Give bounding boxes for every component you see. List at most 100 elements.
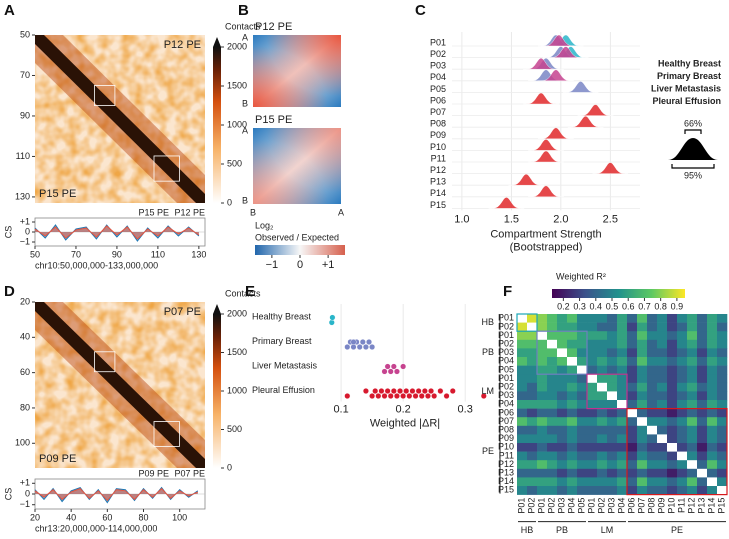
point bbox=[381, 368, 388, 375]
cell bbox=[697, 417, 708, 427]
cell bbox=[587, 314, 598, 323]
colorbar-tick-label: 2000 bbox=[227, 308, 247, 318]
cell bbox=[597, 425, 608, 435]
y-tick-label: −1 bbox=[20, 236, 30, 246]
cell bbox=[537, 365, 548, 375]
cell bbox=[627, 391, 638, 401]
cell bbox=[517, 443, 528, 452]
heatmap-diagonal bbox=[35, 302, 205, 468]
cell bbox=[637, 434, 648, 444]
x-axis-label: Weighted |ΔR| bbox=[370, 417, 440, 429]
cell bbox=[627, 365, 638, 375]
cell bbox=[537, 348, 548, 358]
cell bbox=[617, 477, 628, 487]
cell bbox=[637, 348, 648, 358]
cell bbox=[687, 417, 698, 427]
cell bbox=[717, 365, 728, 375]
cell bbox=[617, 374, 628, 384]
row-label: P15 bbox=[430, 200, 446, 210]
point bbox=[359, 339, 366, 346]
row-label: P02 bbox=[430, 49, 446, 59]
ci-bell bbox=[668, 138, 718, 160]
cell bbox=[697, 348, 708, 358]
y-axis-label: CS bbox=[3, 226, 13, 239]
cell bbox=[577, 400, 588, 409]
cell bbox=[697, 400, 708, 409]
point bbox=[393, 393, 400, 400]
cell bbox=[647, 486, 658, 495]
group-label: PB bbox=[556, 525, 568, 535]
cell bbox=[567, 417, 578, 427]
cell bbox=[627, 477, 638, 487]
cell bbox=[677, 400, 688, 409]
diagonal-cell bbox=[527, 322, 537, 332]
cell bbox=[617, 417, 628, 427]
cell bbox=[647, 468, 658, 478]
cell bbox=[647, 460, 658, 470]
ridge bbox=[562, 81, 599, 93]
col-label: A bbox=[338, 207, 344, 217]
point bbox=[369, 344, 376, 351]
cell bbox=[517, 486, 528, 495]
cell bbox=[657, 339, 668, 349]
cell bbox=[607, 374, 618, 384]
cell bbox=[697, 374, 708, 384]
cell bbox=[577, 348, 588, 358]
cell bbox=[667, 331, 678, 341]
cell bbox=[717, 443, 728, 452]
cell bbox=[717, 322, 728, 332]
cell bbox=[587, 417, 598, 427]
cell bbox=[517, 400, 528, 409]
cell bbox=[557, 417, 568, 427]
cell bbox=[657, 331, 668, 341]
cell bbox=[667, 408, 678, 418]
col-label: P01 bbox=[586, 498, 596, 514]
cell bbox=[547, 408, 558, 418]
cell bbox=[647, 451, 658, 461]
cell bbox=[627, 339, 638, 349]
cell bbox=[627, 443, 638, 452]
colorbar-title: Contacts bbox=[225, 21, 261, 31]
cell bbox=[687, 451, 698, 461]
cell bbox=[687, 468, 698, 478]
ridge bbox=[528, 139, 564, 151]
cell bbox=[707, 460, 718, 470]
cell bbox=[717, 417, 728, 427]
cell bbox=[567, 391, 578, 401]
cell bbox=[537, 339, 548, 349]
row-label: B bbox=[242, 98, 248, 108]
cell bbox=[697, 451, 708, 461]
cell bbox=[557, 408, 568, 418]
colorbar-tick-label: 1000 bbox=[227, 385, 247, 395]
diagonal-cell bbox=[607, 391, 617, 400]
cell bbox=[627, 348, 638, 358]
cell bbox=[647, 400, 658, 409]
cell bbox=[717, 477, 728, 487]
cell bbox=[587, 486, 598, 495]
cell bbox=[557, 314, 568, 323]
cell bbox=[547, 314, 558, 323]
ridge bbox=[528, 185, 564, 197]
cell bbox=[527, 417, 538, 427]
cell bbox=[547, 451, 558, 461]
ridge bbox=[577, 104, 614, 116]
cell bbox=[557, 477, 568, 487]
x-tick-label: 110 bbox=[151, 249, 165, 259]
cell bbox=[707, 443, 718, 452]
point bbox=[406, 393, 413, 400]
cell bbox=[627, 331, 638, 341]
cell bbox=[717, 374, 728, 384]
row-label: P13 bbox=[430, 177, 446, 187]
cell bbox=[687, 374, 698, 384]
cell bbox=[697, 322, 708, 332]
col-label: P05 bbox=[576, 498, 586, 514]
cell bbox=[577, 460, 588, 470]
cell bbox=[617, 451, 628, 461]
point bbox=[369, 393, 376, 400]
cell bbox=[537, 468, 548, 478]
cell bbox=[607, 314, 618, 323]
cell bbox=[517, 477, 528, 487]
cell bbox=[567, 425, 578, 435]
cell bbox=[547, 400, 558, 409]
point bbox=[366, 339, 373, 346]
